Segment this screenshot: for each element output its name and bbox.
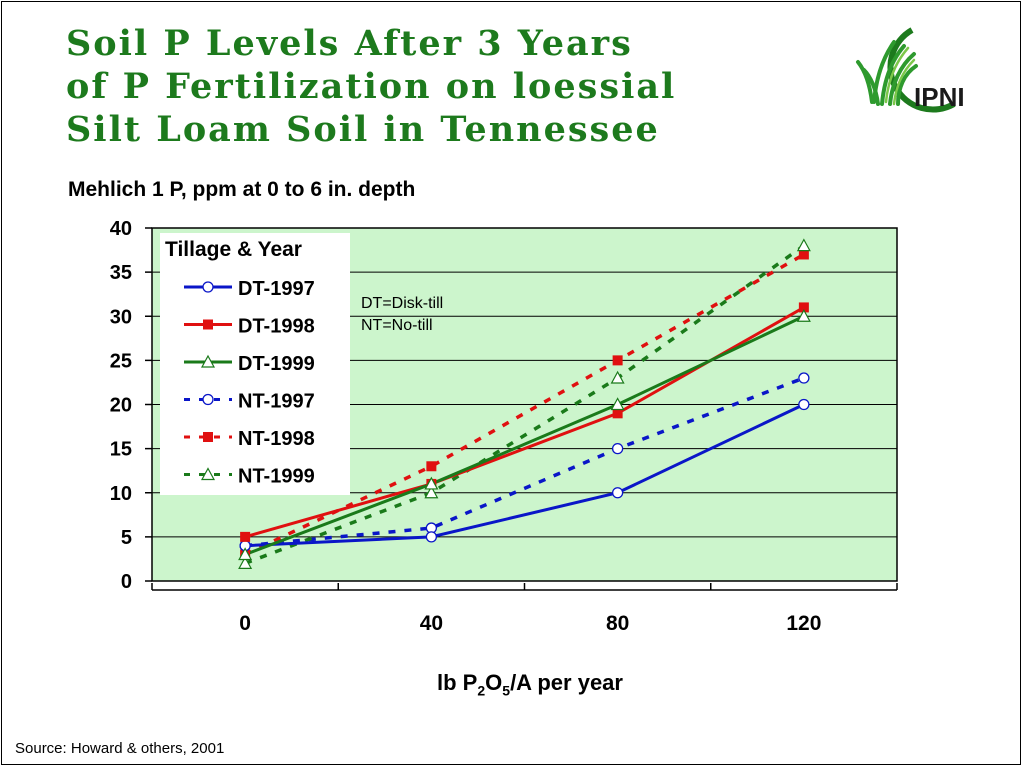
data-point-dt-1997 [611, 487, 624, 499]
logo-text: IPNI [914, 82, 965, 112]
legend-label: NT-1997 [238, 391, 315, 413]
legend-marker [203, 319, 213, 330]
x-tick-label: 40 [420, 612, 443, 635]
data-point-nt-1997 [798, 372, 810, 384]
title-line-3: Silt Loam Soil in Tennessee [66, 109, 660, 150]
legend-label: DT-1997 [238, 278, 315, 300]
y-tick-label: 15 [110, 439, 132, 461]
data-point-dt-1998 [612, 408, 623, 419]
y-tick-label: 5 [121, 527, 132, 549]
series-line-dt-1997 [245, 403, 805, 548]
x-title-part-2: O [485, 670, 503, 695]
data-point-dt-1998 [798, 302, 809, 313]
x-title-part-3: /A per year [510, 670, 623, 695]
ipni-logo-icon [856, 27, 956, 113]
y-axis-title: Mehlich 1 P, ppm at 0 to 6 in. depth [68, 178, 416, 201]
data-point-nt-1998 [612, 355, 623, 366]
data-point-nt-1999 [424, 485, 439, 499]
series-line-nt-1997 [244, 376, 805, 548]
series-line-nt-1999 [244, 244, 805, 565]
data-point-nt-1999 [238, 556, 253, 569]
legend-marker [203, 432, 213, 442]
data-point-dt-1997 [425, 531, 438, 543]
title-line-1: Soil P Levels After 3 Years [66, 23, 633, 64]
series-line-dt-1999 [244, 314, 805, 556]
x-axis-title: lb P2O5/A per year [390, 670, 670, 698]
data-point-dt-1998 [240, 531, 251, 542]
data-point-nt-1999 [796, 238, 811, 252]
data-point-nt-1997 [611, 442, 624, 455]
y-tick-label: 35 [110, 262, 132, 284]
y-tick-label: 25 [110, 350, 132, 372]
y-tick-label: 30 [110, 306, 132, 328]
title-line-2: of P Fertilization on loessial [66, 66, 677, 107]
data-point-dt-1999 [238, 547, 253, 561]
x-title-part-1: lb P [437, 670, 478, 695]
data-point-nt-1998 [798, 249, 809, 260]
x-tick-label: 80 [606, 612, 629, 635]
tillage-note: DT=Disk-till [361, 295, 443, 312]
data-point-nt-1998 [426, 461, 437, 472]
y-tick-label: 0 [121, 571, 132, 593]
data-point-nt-1999 [610, 370, 625, 384]
x-title-sub-1: 2 [477, 682, 486, 699]
legend-title: Tillage & Year [165, 238, 302, 261]
legend-label: NT-1999 [238, 466, 315, 488]
slide-title: Soil P Levels After 3 Years of P Fertili… [66, 22, 676, 151]
legend-label: DT-1999 [238, 353, 315, 375]
legend-marker [200, 467, 216, 481]
legend-marker [202, 281, 214, 293]
y-tick-label: 10 [110, 483, 132, 505]
data-point-dt-1999 [424, 476, 439, 490]
x-title-sub-2: 5 [502, 682, 511, 699]
legend-label: NT-1998 [238, 428, 315, 450]
x-tick-label: 0 [239, 612, 251, 635]
data-point-dt-1999 [796, 308, 811, 322]
legend-label: DT-1998 [238, 316, 315, 338]
legend-marker [200, 354, 216, 368]
source-citation: Source: Howard & others, 2001 [15, 740, 225, 757]
legend-box [160, 233, 350, 495]
y-tick-label: 40 [110, 218, 132, 240]
data-point-dt-1999 [610, 397, 625, 411]
tillage-note: NT=No-till [361, 317, 433, 334]
data-point-dt-1997 [798, 398, 810, 411]
y-tick-label: 20 [110, 395, 132, 417]
legend-marker [202, 393, 214, 406]
x-tick-label: 120 [786, 612, 821, 635]
